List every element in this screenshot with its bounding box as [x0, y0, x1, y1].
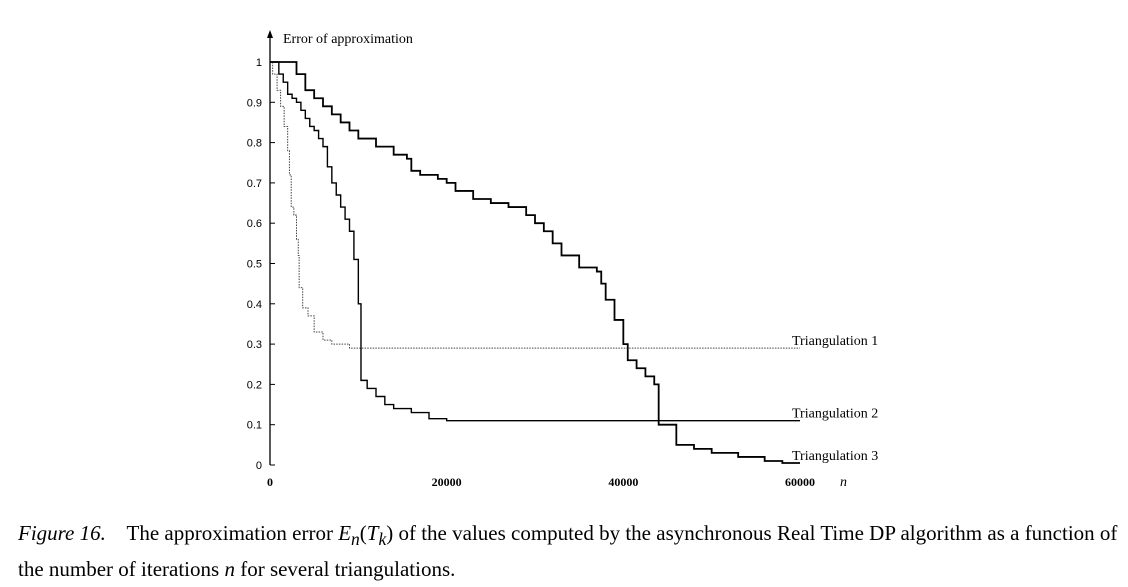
caption-text-1: The approximation error: [126, 521, 333, 545]
figure-label: Figure 16.: [18, 521, 106, 545]
y-ticks: 0 0.1 0.2 0.3 0.4 0.5 0.6 0.7 0.8 0.9 1: [247, 57, 275, 472]
x-tick-label: 60000: [785, 475, 815, 489]
x-tick-label: 20000: [432, 475, 462, 489]
series-line: [270, 61, 800, 422]
y-tick-label: 0.3: [247, 339, 262, 351]
y-tick-label: 0.6: [247, 218, 262, 230]
y-axis-title: Error of approximation: [283, 32, 413, 47]
y-tick-label: 0: [256, 460, 262, 472]
y-tick-label: 0.8: [247, 138, 262, 150]
series-lines: [270, 61, 800, 464]
series-label: Triangulation 2: [792, 407, 878, 422]
y-tick-label: 0.1: [247, 420, 262, 432]
series-labels: Triangulation 1 Triangulation 2 Triangulat…: [792, 334, 878, 464]
caption-var-n: n: [224, 557, 235, 582]
chart-axes: [267, 30, 273, 465]
y-tick-label: 0.9: [247, 97, 262, 109]
caption-text-2: of the values computed by the asynchrono…: [18, 521, 1118, 582]
caption-math: En(Tk): [338, 521, 394, 550]
y-tick-label: 0.2: [247, 379, 262, 391]
x-tick-label: 0: [267, 475, 273, 489]
series-line: [270, 61, 800, 464]
series-label: Triangulation 3: [792, 449, 878, 464]
series-label: Triangulation 1: [792, 334, 878, 349]
y-tick-label: 0.7: [247, 178, 262, 190]
series-line: [270, 61, 800, 349]
x-axis-title: n: [840, 475, 847, 490]
y-tick-label: 0.5: [247, 259, 262, 271]
y-tick-label: 1: [256, 57, 262, 69]
y-axis-arrow: [267, 30, 273, 38]
y-tick-label: 0.4: [247, 299, 262, 311]
convergence-chart: 0 0.1 0.2 0.3 0.4 0.5 0.6 0.7 0.8 0.9 1 0 20000 4000…: [247, 30, 878, 490]
x-ticks: 0 20000 40000 60000: [267, 475, 815, 489]
x-tick-label: 40000: [608, 475, 638, 489]
figure-caption: Figure 16. The approximation error En(Tk…: [18, 518, 1118, 584]
caption-text-3: for several triangulations.: [240, 557, 456, 582]
